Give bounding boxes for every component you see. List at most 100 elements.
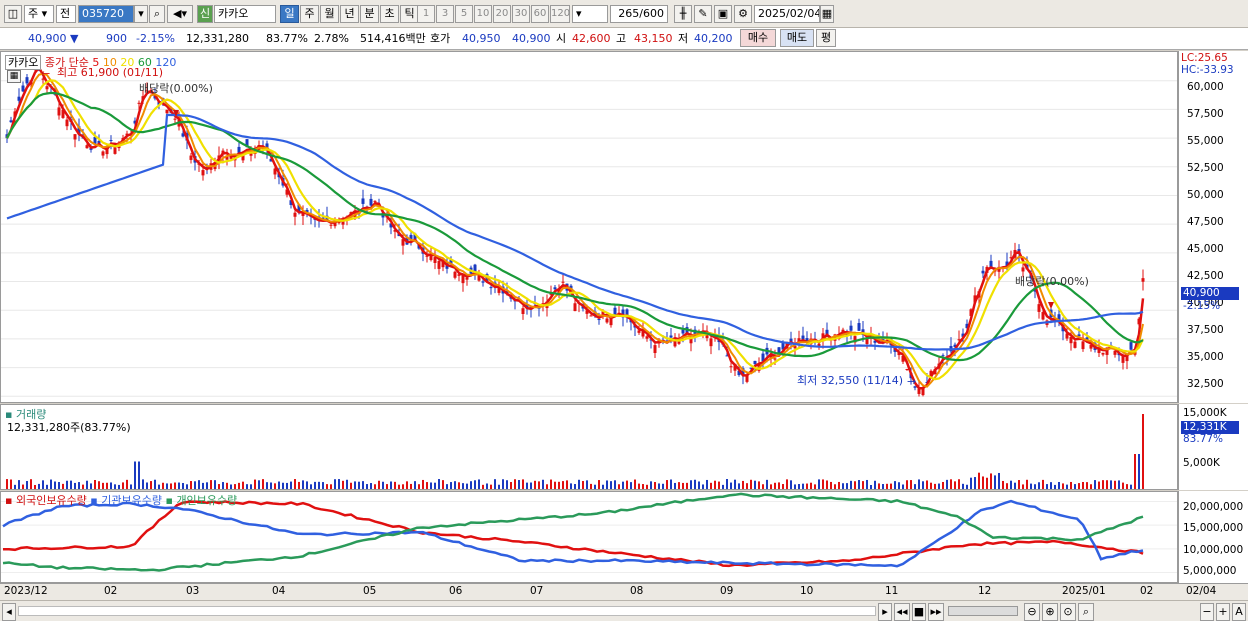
volume-bar xyxy=(502,479,504,489)
minute-button-1[interactable]: 1 xyxy=(417,5,435,23)
current-price-value: 40,900 xyxy=(28,32,67,45)
date-field[interactable]: 2025/02/04 xyxy=(754,5,820,23)
period-select-2[interactable]: 전 xyxy=(56,5,76,23)
minute-custom-select[interactable]: ▾ xyxy=(572,5,608,23)
zoom-in-icon[interactable]: ⊕ xyxy=(1042,603,1058,621)
legend-individual: ▪ 개인보유수량 xyxy=(165,494,238,507)
ma-legend: 5 10 20 60 120 xyxy=(92,56,176,69)
grid-toggle-icon[interactable]: ▦ xyxy=(7,70,21,83)
candle-body xyxy=(797,338,801,343)
price-tick-2: 55,000 xyxy=(1187,135,1224,147)
volume-bar xyxy=(150,481,152,489)
candle-body xyxy=(553,287,557,290)
candle-body xyxy=(601,311,605,316)
minute-button-3[interactable]: 3 xyxy=(436,5,454,23)
candle-body xyxy=(393,230,397,232)
candle-body xyxy=(437,260,441,269)
tab-3[interactable]: 년 xyxy=(340,5,359,23)
period-select-1[interactable]: 주 ▾ xyxy=(24,5,54,23)
tab-1[interactable]: 주 xyxy=(300,5,319,23)
candle-body xyxy=(669,335,673,338)
volume-bar xyxy=(306,481,308,489)
volume-bar xyxy=(1118,480,1120,489)
volume-bar xyxy=(610,481,612,489)
stock-name-field[interactable]: 카카오 xyxy=(214,5,276,23)
eval-button[interactable]: 평 xyxy=(816,29,836,47)
calendar-icon[interactable]: ▦ xyxy=(820,5,834,23)
holding-chart-panel[interactable]: ▪ 외국인보유수량 ▪ 기관보유수량 ▪ 개인보유수량 xyxy=(0,491,1178,583)
low-annotation: 최저 32,550 (11/14) xyxy=(797,374,903,387)
x-label-3: 04 xyxy=(272,585,286,597)
tab-5[interactable]: 초 xyxy=(380,5,399,23)
volume-bar xyxy=(550,479,552,489)
forward-icon[interactable]: ▸▸ xyxy=(928,603,944,621)
save-icon[interactable]: ▣ xyxy=(714,5,732,23)
font-size-icon[interactable]: A xyxy=(1232,603,1246,621)
zoom-out-icon[interactable]: ⊖ xyxy=(1024,603,1040,621)
hoga-label: 호가 xyxy=(430,32,451,45)
price-legend: 카카오 종가 단순 5 10 20 60 120 xyxy=(5,54,176,70)
volume-bar xyxy=(790,480,792,489)
ma-60-line xyxy=(6,91,1144,362)
volume-bar xyxy=(1102,480,1104,489)
tab-2[interactable]: 월 xyxy=(320,5,339,23)
search-icon[interactable]: ⌕ xyxy=(149,5,165,23)
price-tick-11: 32,500 xyxy=(1187,378,1224,390)
tab-0[interactable]: 일 xyxy=(280,5,299,23)
candle-body xyxy=(961,333,965,337)
chart-type-icon[interactable]: ◫ xyxy=(4,5,22,23)
minute-button-5[interactable]: 5 xyxy=(455,5,473,23)
volume-bar xyxy=(94,479,96,489)
candle-body xyxy=(361,198,365,204)
decrease-icon[interactable]: − xyxy=(1200,603,1214,621)
minute-button-120[interactable]: 120 xyxy=(550,5,570,23)
chart-scrollbar[interactable]: ◂ ▸ ◂◂ ■ ▸▸ ⊖ ⊕ ⊙ ⌕ − + A xyxy=(0,600,1248,621)
scroll-right-icon[interactable]: ▸ xyxy=(878,603,892,621)
dividend-marker-2 xyxy=(1048,302,1054,309)
x-label-14: 02/04 xyxy=(1186,585,1217,597)
volume-bar xyxy=(146,482,148,489)
volume-bar xyxy=(602,484,604,489)
minute-button-20[interactable]: 20 xyxy=(493,5,511,23)
scroll-left-icon[interactable]: ◂ xyxy=(2,603,16,621)
tab-6[interactable]: 틱 xyxy=(400,5,419,23)
volume-bar xyxy=(670,479,672,489)
magnify-icon[interactable]: ⌕ xyxy=(1078,603,1094,621)
buy-button[interactable]: 매수 xyxy=(740,29,776,47)
candle-body xyxy=(653,345,657,354)
candle-body xyxy=(917,388,921,394)
volume-bar xyxy=(102,482,104,489)
volume-bar xyxy=(678,482,680,489)
volume-bar xyxy=(198,480,200,489)
volume-bar xyxy=(842,483,844,489)
tools-icon[interactable]: ✎ xyxy=(694,5,712,23)
stop-icon[interactable]: ■ xyxy=(912,603,926,621)
sell-button[interactable]: 매도 xyxy=(780,29,814,47)
zoom-reset-icon[interactable]: ⊙ xyxy=(1060,603,1076,621)
minute-button-30[interactable]: 30 xyxy=(512,5,530,23)
candle-body xyxy=(613,307,617,316)
candle-icon[interactable]: ╫ xyxy=(674,5,692,23)
volume-bar xyxy=(398,484,400,489)
count-field[interactable]: 265/600 xyxy=(610,5,668,23)
holding-axis: 20,000,000 15,000,000 10,000,000 5,000,0… xyxy=(1178,491,1248,583)
vol-tick-5000k: 5,000K xyxy=(1183,457,1220,469)
vol-tick-15000k: 15,000K xyxy=(1183,407,1227,419)
price-tick-0: 60,000 xyxy=(1187,81,1224,93)
minute-button-10[interactable]: 10 xyxy=(474,5,492,23)
stock-code-input[interactable]: 035720 xyxy=(78,5,134,23)
legend-prefix: 종가 단순 xyxy=(44,56,89,69)
gear-icon[interactable]: ⚙ xyxy=(734,5,752,23)
tab-4[interactable]: 분 xyxy=(360,5,379,23)
minute-button-60[interactable]: 60 xyxy=(531,5,549,23)
volume-chart-panel[interactable]: ▪ 거래량 12,331,280주(83.77%) xyxy=(0,404,1178,490)
price-chart-panel[interactable]: 최고 61,900 (01/11) ← 최저 32,550 (11/14) → 배당락(… xyxy=(0,51,1178,403)
rewind-icon[interactable]: ◂◂ xyxy=(894,603,910,621)
code-dropdown-icon[interactable]: ▾ xyxy=(134,5,148,23)
zoom-slider[interactable] xyxy=(948,606,1018,616)
scroll-track[interactable] xyxy=(18,606,876,616)
candle-body xyxy=(677,339,681,344)
sound-icon[interactable]: ◀▾ xyxy=(167,5,193,23)
volume-bar xyxy=(566,480,568,489)
increase-icon[interactable]: + xyxy=(1216,603,1230,621)
